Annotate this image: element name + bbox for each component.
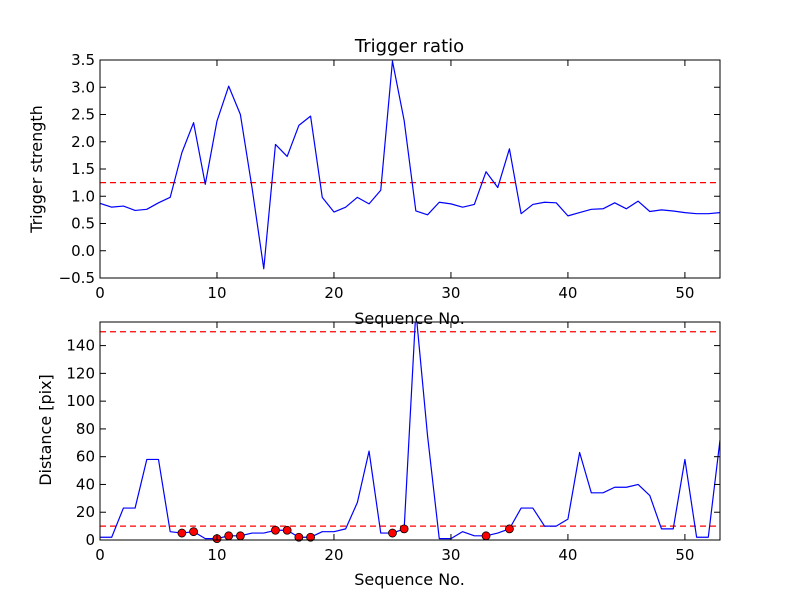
x-tick-label: 30	[441, 546, 460, 564]
series-line	[100, 322, 720, 540]
plot-frame	[99, 321, 721, 541]
y-tick-label: 80	[76, 420, 95, 438]
data-point-marker	[505, 524, 514, 534]
y-tick-label: 3.5	[71, 51, 95, 69]
x-axis-label: Sequence No.	[354, 309, 465, 328]
series-line	[100, 60, 720, 270]
x-tick-label: 10	[207, 546, 226, 564]
data-point-marker	[177, 528, 187, 538]
x-tick-label: 50	[675, 284, 694, 302]
y-tick-label: 1.0	[71, 187, 95, 205]
x-tick-label: 20	[324, 546, 343, 564]
data-point-marker	[271, 525, 280, 535]
y-axis-label: Distance [pix]	[36, 374, 55, 486]
y-tick-label: 0	[85, 531, 95, 549]
x-tick-label: 0	[95, 284, 105, 302]
data-point-marker	[235, 531, 245, 541]
plot-area	[100, 322, 720, 540]
data-point-marker	[224, 531, 234, 541]
distance-chart: Sequence No. Distance [pix] 0 10 20 30 40 500…	[36, 321, 721, 589]
data-point-marker	[388, 528, 397, 538]
data-point-marker	[282, 525, 292, 535]
x-tick-label: 30	[441, 284, 460, 302]
plot-content: 0 10 20 30 40 50 −0.5 0.0 0.5 1.0 1.5 2.0 2.5 3.0 3.5	[59, 51, 720, 302]
x-tick-label: 50	[675, 546, 694, 564]
x-tick-label: 0	[95, 546, 105, 564]
y-tick-label: 1.5	[71, 160, 95, 178]
y-axis-label: Trigger strength	[27, 105, 46, 234]
y-tick-label: −0.5	[59, 269, 95, 287]
trigger-ratio-chart: Trigger ratio Sequence No. Trigger stren…	[27, 36, 721, 328]
y-tick-label: 120	[66, 364, 95, 382]
y-tick-label: 40	[76, 475, 95, 493]
x-tick-label: 40	[558, 546, 577, 564]
y-tick-label: 100	[66, 392, 95, 410]
plot-area	[100, 60, 720, 270]
x-tick-label: 10	[207, 284, 226, 302]
y-tick-label: 2.5	[71, 106, 95, 124]
chart-title: Trigger ratio	[354, 36, 464, 57]
x-tick-label: 40	[558, 284, 577, 302]
x-tick-label: 20	[324, 284, 343, 302]
data-point-marker	[306, 532, 315, 542]
data-point-marker	[294, 532, 304, 542]
plot-frame	[99, 59, 721, 279]
plot-content: 0 10 20 30 40 50 0 20 40 60 80 100 120 140	[66, 322, 720, 564]
y-tick-label: 0.0	[71, 242, 95, 260]
data-point-marker	[189, 527, 198, 537]
y-tick-label: 60	[76, 448, 95, 466]
data-point-marker	[481, 531, 491, 541]
y-tick-label: 140	[66, 337, 95, 355]
y-tick-label: 3.0	[71, 78, 95, 96]
x-axis-label: Sequence No.	[354, 570, 465, 589]
y-tick-label: 20	[76, 503, 95, 521]
y-tick-label: 2.0	[71, 133, 95, 151]
y-tick-label: 0.5	[71, 215, 95, 233]
data-point-marker	[399, 524, 409, 534]
